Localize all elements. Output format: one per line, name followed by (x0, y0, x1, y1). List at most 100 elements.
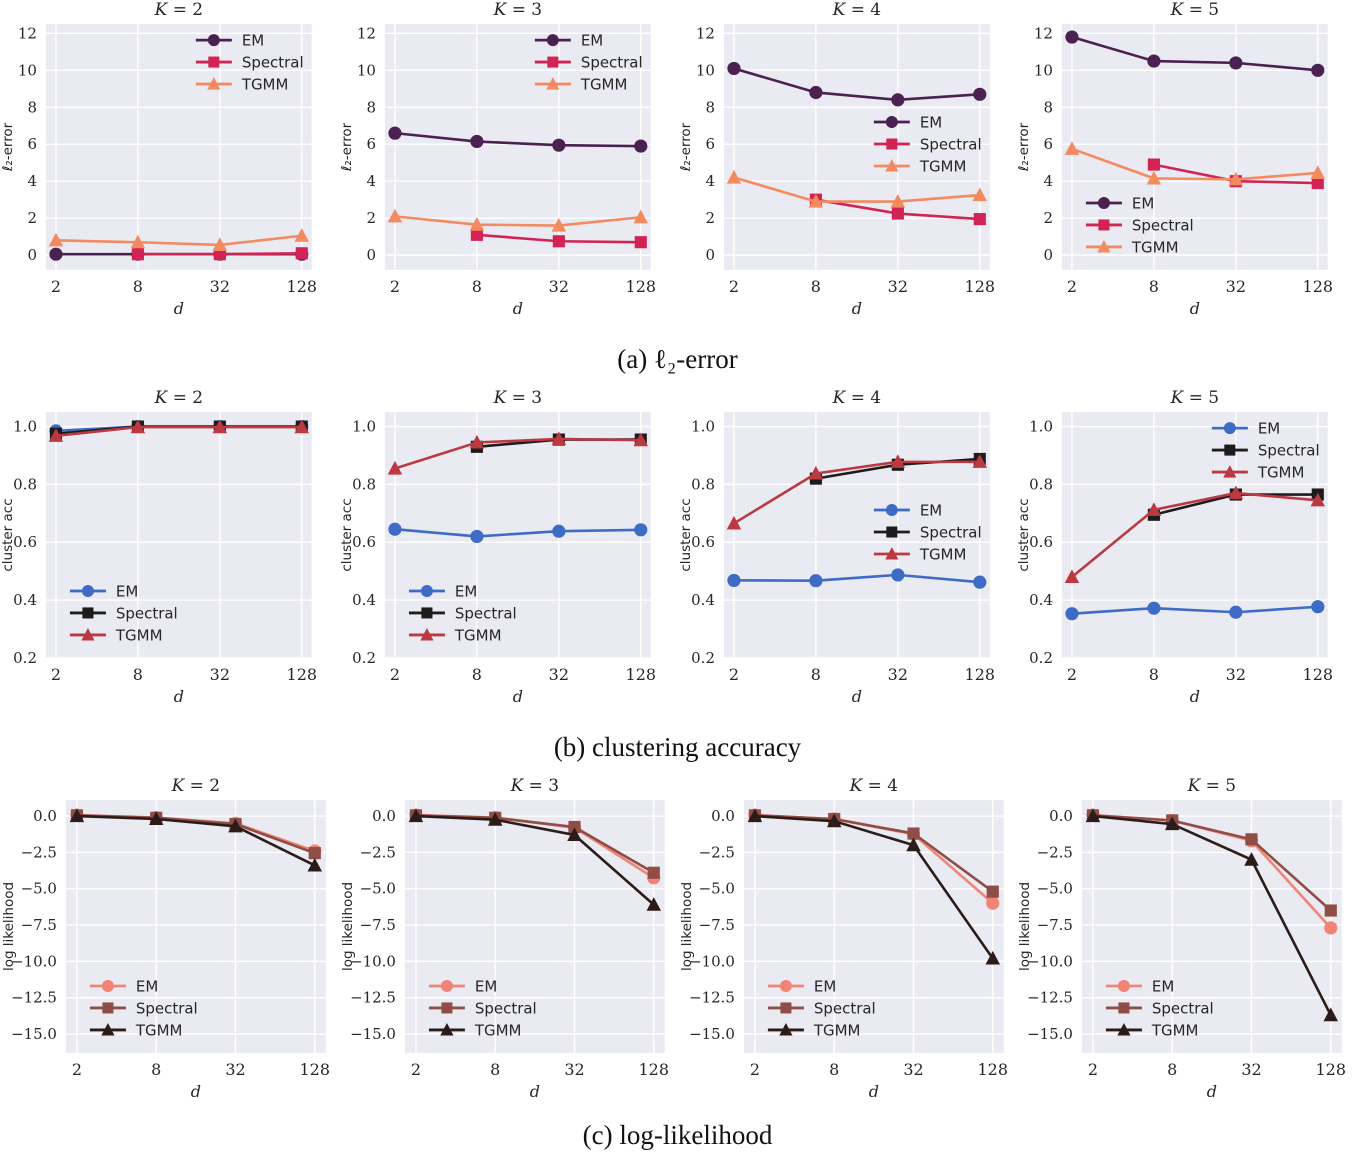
svg-text:0.4: 0.4 (13, 591, 37, 609)
series-em-marker (1147, 54, 1161, 68)
svg-text:0.6: 0.6 (13, 533, 37, 551)
series-em-marker (470, 529, 484, 544)
series-tgmm-marker (294, 228, 310, 242)
series-tgmm-marker (566, 827, 582, 842)
y-axis-label: cluster acc (1016, 498, 1032, 571)
legend-marker-square (208, 56, 220, 68)
series-spectral-marker (647, 866, 660, 879)
x-axis-label: d (1190, 299, 1200, 318)
series-spectral (809, 193, 986, 226)
legend-marker-square (885, 526, 897, 538)
subplot-a-k2: K = 2 12 10 8 6 4 2 0 2 8 32 128 d ℓ₂-error EM Spectral… (0, 0, 339, 330)
legend-item-em: EM (89, 977, 158, 995)
section-clustering-accuracy: K = 2 1.0 0.8 0.6 0.4 0.2 2 8 32 128 d cluster acc E… (0, 388, 1355, 776)
svg-text:2: 2 (27, 209, 37, 227)
svg-text:2: 2 (72, 1060, 82, 1079)
plot-area (45, 24, 312, 270)
series-tgmm-marker (1228, 485, 1244, 500)
svg-text:−2.5: −2.5 (21, 843, 57, 861)
svg-text:−5.0: −5.0 (359, 880, 395, 898)
series-tgmm-marker (1085, 808, 1101, 823)
x-tick-labels: 2 8 32 128 (1067, 665, 1333, 684)
svg-text:−15.0: −15.0 (350, 1025, 396, 1043)
legend-item-em: EM (195, 32, 264, 50)
section-l2-error: K = 2 12 10 8 6 4 2 0 2 8 32 128 d ℓ₂-error EM Spectral… (0, 0, 1355, 388)
legend-item-tgmm: TGMM (428, 1021, 521, 1039)
legend-marker-circle (81, 584, 94, 597)
svg-text:1.0: 1.0 (352, 418, 376, 436)
svg-text:8: 8 (472, 277, 482, 296)
svg-text:1.0: 1.0 (13, 418, 37, 436)
chart-row-b: K = 2 1.0 0.8 0.6 0.4 0.2 2 8 32 128 d cluster acc E… (0, 388, 1355, 718)
svg-text:128: 128 (977, 1060, 1007, 1079)
svg-text:−7.5: −7.5 (21, 916, 57, 934)
legend-label: EM (919, 114, 941, 132)
series-tgmm (726, 454, 987, 530)
series-spectral-marker (1324, 904, 1338, 917)
series-tgmm-line (394, 215, 641, 227)
legend-item-em: EM (534, 32, 603, 50)
legend-label: EM (475, 977, 497, 995)
svg-text:−7.5: −7.5 (1037, 916, 1073, 934)
chart-svg-b5: K = 5 1.0 0.8 0.6 0.4 0.2 2 8 32 128 d cluster acc E… (1016, 388, 1333, 706)
legend-marker-square (1098, 219, 1110, 231)
series-tgmm-marker (551, 217, 566, 232)
svg-text:−7.5: −7.5 (698, 916, 734, 934)
legend-marker-triangle (101, 1023, 115, 1036)
series-em-marker (49, 247, 63, 261)
series-em-marker (551, 138, 566, 152)
svg-text:128: 128 (964, 665, 994, 684)
series-spectral-marker (1148, 158, 1161, 171)
series-tgmm-line (733, 176, 980, 203)
legend: EM Spectral TGMM (534, 32, 642, 94)
series-tgmm-line (394, 437, 641, 470)
legend-label: Spectral (136, 999, 198, 1017)
subplot-title: K = 4 (848, 776, 898, 796)
series-em-marker (633, 139, 648, 153)
series-tgmm-marker (48, 428, 64, 442)
svg-text:8: 8 (829, 1060, 839, 1079)
series-em-line (394, 527, 641, 538)
legend-label: EM (581, 32, 603, 50)
legend-marker-square (421, 607, 433, 619)
subplot-title: K = 5 (1187, 776, 1237, 796)
chart-row-a: K = 2 12 10 8 6 4 2 0 2 8 32 128 d ℓ₂-error EM Spectral… (0, 0, 1355, 330)
svg-text:6: 6 (1044, 135, 1054, 153)
legend-marker-square (1118, 1002, 1130, 1014)
svg-text:4: 4 (1044, 172, 1054, 190)
svg-text:128: 128 (625, 277, 655, 296)
legend-marker-circle (1224, 422, 1237, 435)
series-tgmm (1064, 141, 1326, 186)
series-tgmm-marker (469, 217, 484, 231)
series-tgmm-line (1093, 814, 1333, 1016)
svg-text:2: 2 (728, 277, 738, 296)
svg-text:128: 128 (1316, 1060, 1346, 1079)
legend-label: Spectral (813, 999, 875, 1017)
subplot-title: K = 3 (492, 0, 542, 20)
series-tgmm-marker (985, 950, 1000, 965)
svg-text:128: 128 (1303, 277, 1333, 296)
subplot-a-k4: K = 4 12 10 8 6 4 2 0 2 8 32 128 d ℓ₂-error EM Spectral… (678, 0, 1017, 330)
series-em-line (394, 131, 641, 148)
series-tgmm-line (415, 814, 655, 906)
subplot-a-k5: K = 5 12 10 8 6 4 2 0 2 8 32 128 d ℓ₂-error EM Spectral… (1016, 0, 1355, 330)
svg-text:0: 0 (1044, 246, 1054, 264)
series-spectral-marker (906, 827, 920, 840)
legend-label: EM (455, 582, 477, 600)
subplot-a-k3: K = 3 12 10 8 6 4 2 0 2 8 32 128 d ℓ₂-error EM Spectral… (339, 0, 678, 330)
series-spectral-line (754, 814, 994, 893)
plot-area (1062, 412, 1329, 658)
series-spectral-marker (308, 847, 321, 860)
legend-marker-circle (885, 116, 898, 129)
svg-text:8: 8 (1167, 1060, 1177, 1079)
svg-text:128: 128 (1303, 665, 1333, 684)
subplot-c-k5: K = 5 0.0 −2.5 −5.0 −7.5 −10.0 −12.5 −15.0 2 8 32 1… (1016, 776, 1355, 1106)
x-axis-label: d (513, 687, 523, 706)
legend-marker-triangle (884, 159, 898, 172)
series-spectral-marker (891, 207, 904, 220)
x-axis-label: d (1190, 687, 1200, 706)
legend-item-spectral: Spectral (428, 999, 536, 1017)
y-tick-labels: 1.0 0.8 0.6 0.4 0.2 (691, 418, 715, 667)
